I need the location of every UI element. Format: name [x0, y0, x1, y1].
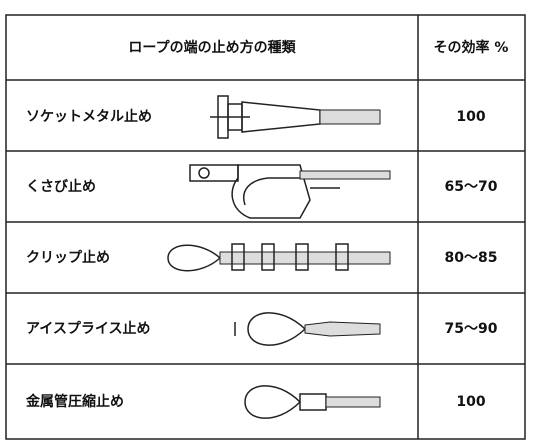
table-grid: [5, 14, 526, 440]
socket-illustration: [210, 95, 381, 139]
efficiency: 65～70: [445, 179, 498, 195]
clip-illustration: [167, 243, 391, 272]
method-name: ソケットメタル止め: [26, 108, 152, 125]
method-name: 金属管圧縮止め: [25, 393, 124, 410]
efficiency: 80～85: [445, 250, 498, 266]
method-name: クリップ止め: [26, 249, 110, 266]
method-name: くさび止め: [26, 178, 96, 195]
efficiency: 100: [456, 109, 485, 125]
method-name: アイスプライス止め: [26, 320, 150, 337]
header-cell: ロープの端の止め方の種類: [128, 39, 296, 56]
efficiency: 75～90: [445, 321, 498, 337]
efficiency: 100: [456, 394, 485, 410]
eye-splice-illustration: [234, 312, 381, 346]
ferrule-illustration: [244, 385, 381, 419]
wedge-illustration: [189, 164, 391, 219]
table-border: [5, 14, 526, 440]
header-cell: その効率 %: [434, 39, 509, 56]
